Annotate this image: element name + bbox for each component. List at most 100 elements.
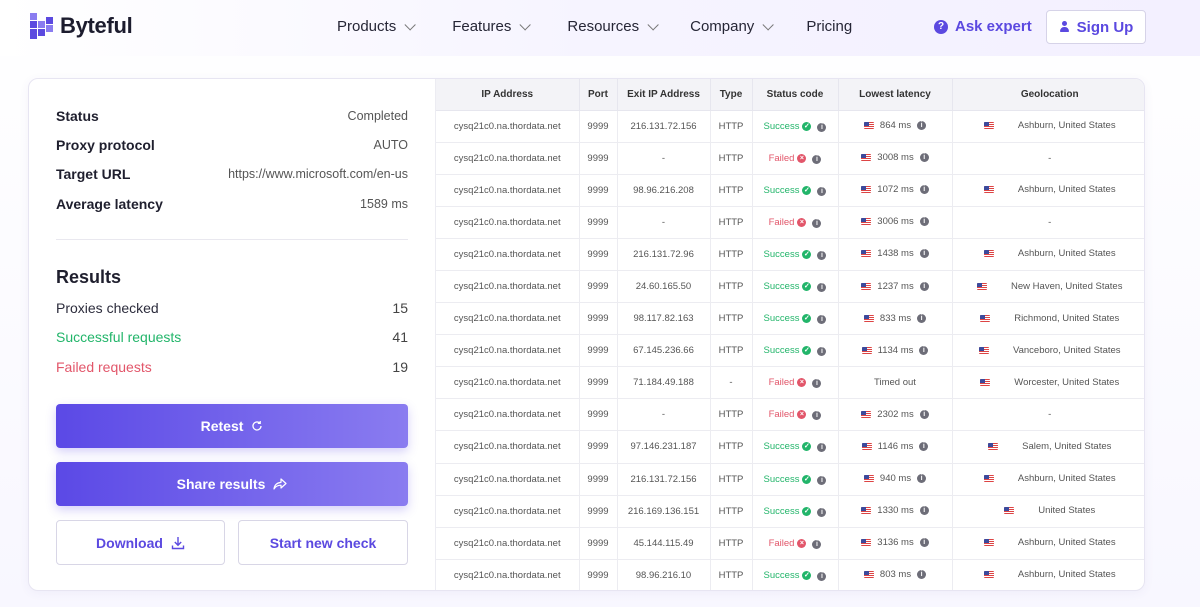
cell-exit-ip: - [617, 398, 711, 432]
info-icon[interactable]: i [919, 506, 929, 516]
status-text: Success [763, 281, 800, 293]
info-icon[interactable]: i [919, 345, 929, 355]
successful-requests-row: Successful requests 41 [56, 327, 408, 347]
status-text: Success [763, 473, 800, 485]
info-icon[interactable]: i [919, 153, 929, 163]
successful-requests-label: Successful requests [56, 329, 182, 345]
info-icon[interactable]: i [812, 411, 822, 421]
retest-label: Retest [200, 418, 244, 434]
info-icon[interactable]: i [817, 250, 827, 260]
latency-text: 803 ms [879, 569, 912, 581]
nav-products[interactable]: Products [337, 18, 416, 35]
cell-status: Failed × i [752, 527, 839, 560]
info-icon[interactable]: i [919, 281, 929, 291]
start-new-check-label: Start new check [269, 534, 377, 551]
cell-status: Success ✓ i [752, 270, 839, 304]
ask-expert-label: Ask expert [955, 18, 1032, 35]
latency-text: 1134 ms [877, 344, 914, 356]
latency-text: 1237 ms [877, 280, 914, 292]
nav-resources[interactable]: Resources [567, 18, 659, 35]
check-icon: ✓ [802, 570, 812, 580]
cell-latency: 833 ms i [838, 302, 953, 336]
info-icon[interactable]: i [919, 409, 929, 419]
summary-panel: Status Completed Proxy protocol AUTO Tar… [29, 79, 435, 590]
failed-requests-row: Failed requests 19 [56, 357, 408, 377]
cell-ip: cysq21c0.na.thordata.net [436, 334, 580, 368]
info-icon[interactable]: i [812, 539, 822, 549]
latency-value: 1237 ms i [861, 280, 929, 292]
cell-port: 9999 [579, 527, 618, 560]
table-row: cysq21c0.na.thordata.net 9999 71.184.49.18… [436, 366, 1144, 400]
col-type[interactable]: Type [710, 79, 753, 111]
chevron-down-icon [647, 18, 659, 31]
brand-logo[interactable]: Byteful [30, 13, 133, 39]
cell-latency: Timed out [838, 366, 953, 400]
cell-port: 9999 [579, 206, 618, 239]
us-flag-icon [863, 314, 874, 322]
info-icon[interactable]: i [817, 475, 827, 485]
start-new-check-button[interactable]: Start new check [238, 520, 408, 565]
info-icon[interactable]: i [817, 347, 827, 357]
col-geolocation[interactable]: Geolocation [952, 79, 1144, 111]
cell-port: 9999 [579, 110, 618, 143]
nav-pricing[interactable]: Pricing [806, 18, 852, 35]
geo-value: Ashburn, United States [983, 473, 1116, 484]
status-badge: Success ✓ [764, 121, 812, 132]
cell-port: 9999 [579, 174, 618, 207]
col-ip-address[interactable]: IP Address [436, 79, 580, 111]
cell-type: HTTP [710, 270, 753, 304]
info-icon[interactable]: i [917, 121, 927, 131]
latency-value: Timed out [874, 377, 916, 388]
sign-up-button[interactable]: Sign Up [1046, 10, 1146, 44]
info-icon[interactable]: i [917, 570, 927, 580]
cell-ip: cysq21c0.na.thordata.net [436, 559, 580, 590]
info-icon[interactable]: i [917, 313, 927, 323]
info-icon[interactable]: i [812, 154, 822, 164]
info-icon[interactable]: i [817, 443, 827, 453]
col-status-code[interactable]: Status code [752, 79, 839, 111]
info-icon[interactable]: i [817, 507, 827, 517]
nav-features[interactable]: Features [452, 18, 532, 35]
info-icon[interactable]: i [919, 441, 929, 451]
cell-geolocation: United States [952, 495, 1144, 528]
cell-status: Success ✓ i [752, 559, 839, 590]
latency-text: 1072 ms [877, 184, 914, 196]
latency-value: 3136 ms i [861, 537, 929, 548]
cell-ip: cysq21c0.na.thordata.net [436, 174, 580, 207]
geo-text: United States [1038, 505, 1096, 517]
info-icon[interactable]: i [812, 218, 822, 228]
share-results-button[interactable]: Share results [56, 462, 408, 506]
info-icon[interactable]: i [817, 315, 827, 325]
latency-value: 1134 ms i [861, 344, 929, 356]
ask-expert-link[interactable]: ? Ask expert [934, 18, 1032, 35]
info-icon[interactable]: i [919, 185, 929, 195]
info-icon[interactable]: i [817, 122, 827, 132]
nav-products-label: Products [337, 18, 397, 35]
info-icon[interactable]: i [919, 538, 929, 548]
cell-type: HTTP [710, 302, 753, 336]
status-value: Completed [347, 109, 408, 123]
info-icon[interactable]: i [812, 379, 822, 389]
us-flag-icon [863, 475, 874, 483]
info-icon[interactable]: i [919, 217, 929, 227]
cell-exit-ip: 98.117.82.163 [617, 302, 711, 336]
retest-button[interactable]: Retest [56, 404, 408, 448]
info-icon[interactable]: i [817, 283, 827, 293]
cell-status: Failed × i [752, 206, 839, 239]
geo-value: - [1048, 217, 1051, 228]
col-port[interactable]: Port [579, 79, 618, 111]
download-button[interactable]: Download [56, 520, 225, 565]
nav-company[interactable]: Company [690, 18, 775, 35]
latency-value: 2302 ms i [861, 409, 929, 420]
col-exit-ip[interactable]: Exit IP Address [617, 79, 711, 111]
cell-status: Success ✓ i [752, 302, 839, 336]
info-icon[interactable]: i [919, 249, 929, 259]
latency-value: 1330 ms i [861, 505, 929, 516]
info-icon[interactable]: i [917, 474, 927, 484]
info-icon[interactable]: i [817, 186, 827, 196]
table-row: cysq21c0.na.thordata.net 9999- HTTP Failed ×… [436, 398, 1144, 432]
results-table-container: IP Address Port Exit IP Address Type Sta… [435, 79, 1144, 590]
info-icon[interactable]: i [817, 571, 827, 581]
col-lowest-latency[interactable]: Lowest latency [838, 79, 953, 111]
geo-text: Ashburn, United States [1017, 120, 1116, 132]
